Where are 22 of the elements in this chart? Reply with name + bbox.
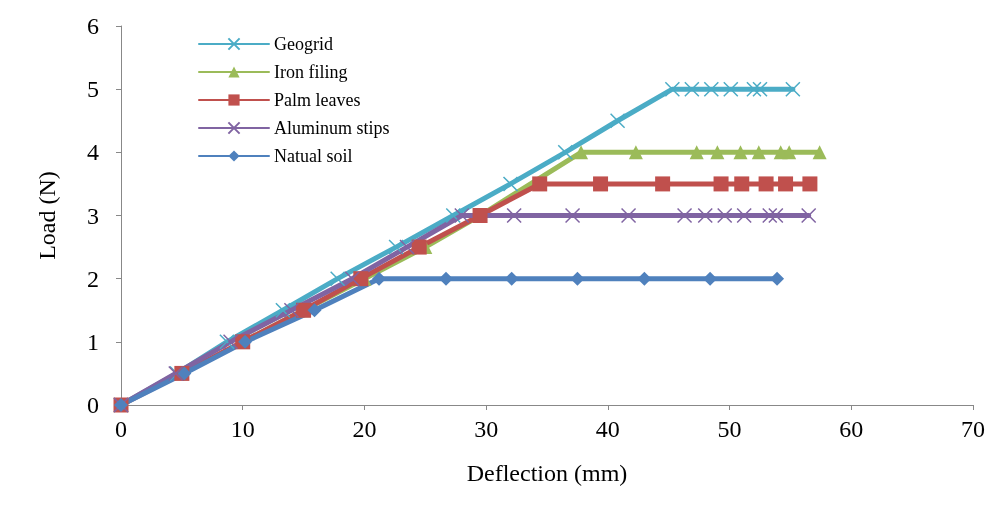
legend-label: Iron filing — [274, 62, 348, 82]
y-tick-label: 6 — [87, 13, 99, 39]
x-tick-label: 40 — [595, 416, 620, 442]
x-tick-label: 50 — [717, 416, 742, 442]
x-tick-label: 70 — [961, 416, 985, 442]
legend-label: Natual soil — [274, 146, 353, 166]
x-tick-label: 60 — [839, 416, 864, 442]
x-tick-label: 0 — [115, 416, 127, 442]
legend-label: Aluminum stips — [274, 118, 390, 138]
y-tick-label: 5 — [87, 76, 99, 103]
y-axis-title: Load (N) — [34, 171, 60, 260]
y-tick-label: 0 — [87, 392, 99, 418]
y-tick-label: 4 — [87, 139, 99, 166]
x-axis-title: Deflection (mm) — [466, 460, 628, 486]
y-tick-label: 1 — [87, 328, 99, 355]
x-tick-label: 30 — [474, 416, 499, 442]
x-tick-label: 10 — [230, 416, 255, 442]
x-tick-label: 20 — [352, 416, 377, 442]
y-tick-label: 2 — [87, 265, 99, 292]
y-tick-label: 3 — [87, 202, 99, 229]
legend-label: Palm leaves — [274, 90, 361, 110]
legend-label: Geogrid — [274, 34, 333, 54]
